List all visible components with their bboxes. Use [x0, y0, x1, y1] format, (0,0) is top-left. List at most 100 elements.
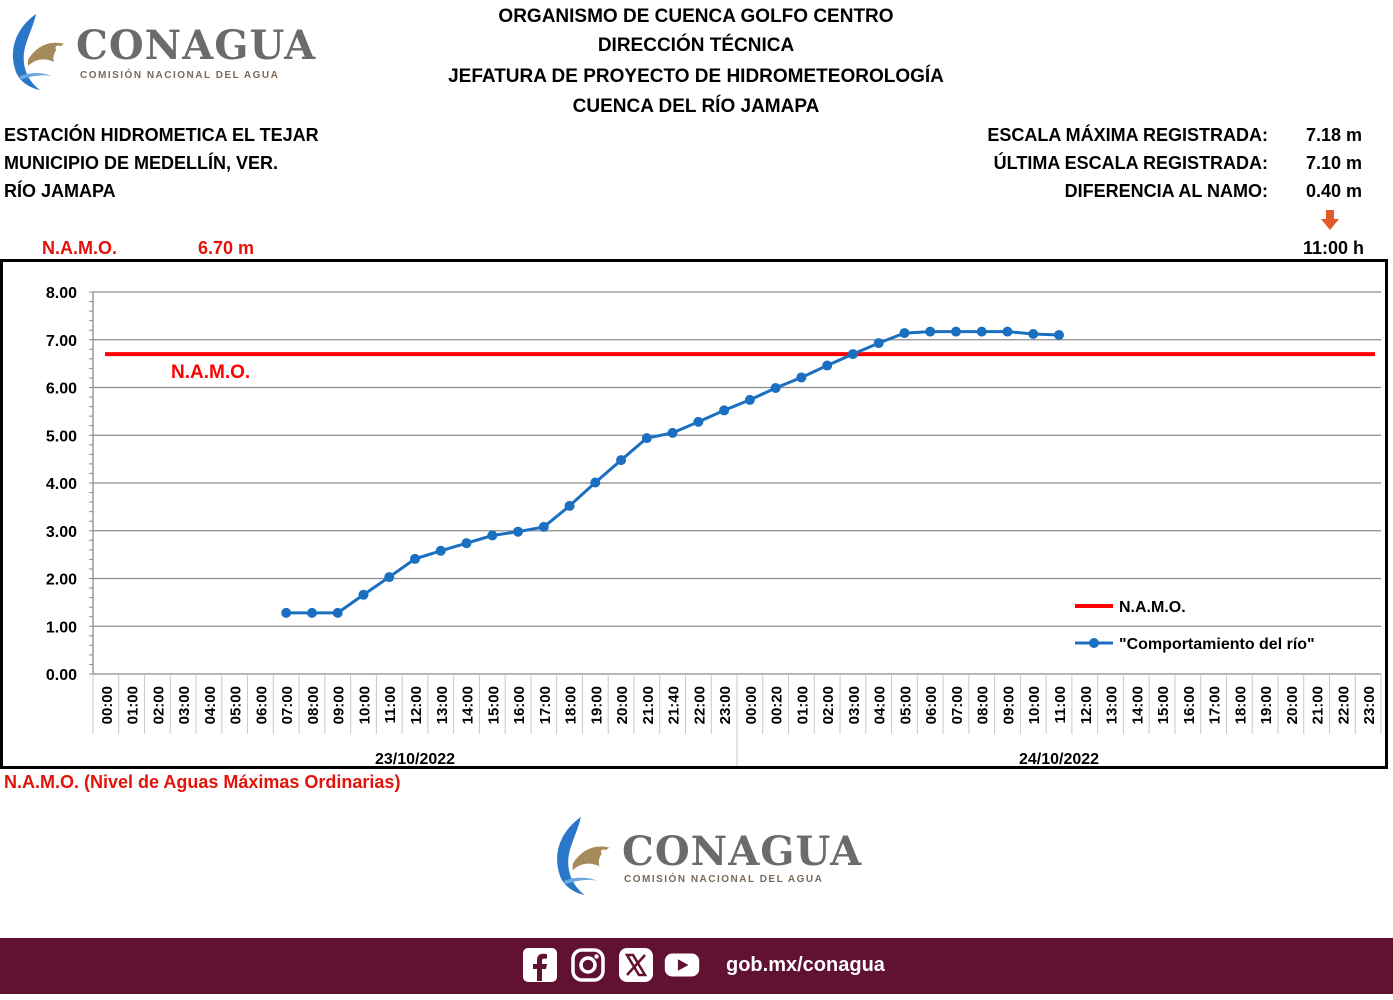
- x-tick-label: 01:00: [125, 686, 142, 724]
- x-tick-label: 03:00: [176, 686, 193, 724]
- river-data-point: [487, 530, 498, 541]
- river-data-point: [719, 405, 730, 416]
- station-name: ESTACIÓN HIDROMETICA EL TEJAR: [4, 125, 319, 145]
- x-tick-label: 00:20: [769, 686, 786, 724]
- namo-diff-value: 0.40 m: [1305, 181, 1362, 201]
- river-data-point: [976, 326, 987, 337]
- x-tick-label: 13:00: [434, 686, 451, 724]
- river-data-point: [899, 328, 910, 339]
- last-scale-label: ÚLTIMA ESCALA REGISTRADA:: [993, 153, 1268, 173]
- river-data-point: [513, 526, 524, 537]
- y-tick-label: 3.00: [46, 524, 77, 541]
- namo-diff-label: DIFERENCIA AL NAMO:: [1064, 181, 1268, 201]
- x-tick-label: 14:00: [1129, 686, 1146, 724]
- x-tick-label: 23:00: [717, 686, 734, 724]
- x-tick-label: 10:00: [1026, 686, 1043, 724]
- max-scale-value: 7.18 m: [1305, 125, 1362, 145]
- x-tick-label: 06:00: [253, 686, 270, 724]
- x-icon[interactable]: [618, 947, 654, 983]
- youtube-icon[interactable]: [664, 947, 700, 983]
- x-tick-label: 16:00: [1181, 686, 1198, 724]
- x-tick-label: 10:00: [356, 686, 373, 724]
- x-tick-label: 22:00: [1335, 686, 1352, 724]
- x-tick-label: 03:00: [846, 686, 863, 724]
- x-tick-label: 17:00: [537, 686, 554, 724]
- logo-wordmark: CONAGUA: [622, 828, 863, 875]
- x-tick-label: 19:00: [1258, 686, 1275, 724]
- river-series-line: [286, 330, 1060, 615]
- x-tick-label: 17:00: [1207, 686, 1224, 724]
- y-tick-label: 6.00: [46, 381, 77, 398]
- river-data-point: [822, 360, 833, 371]
- legend-namo-label: N.A.M.O.: [1119, 599, 1186, 616]
- x-tick-label: 05:00: [897, 686, 914, 724]
- river-data-point: [1054, 329, 1064, 340]
- y-tick-label: 8.00: [46, 285, 77, 302]
- x-tick-label: 21:40: [666, 686, 683, 724]
- river-data-point: [358, 589, 369, 600]
- river-data-point: [564, 500, 575, 511]
- x-tick-label: 09:00: [1000, 686, 1017, 724]
- footer-url[interactable]: gob.mx/conagua: [726, 954, 885, 976]
- river-data-point: [847, 349, 858, 360]
- namo-value: 6.70 m: [198, 238, 255, 258]
- header-line-3: JEFATURA DE PROYECTO DE HIDROMETEOROLOGÍ…: [448, 66, 944, 87]
- eagle-icon: [557, 816, 610, 896]
- river-data-point: [1002, 326, 1013, 337]
- x-tick-label: 23:00: [1361, 686, 1378, 724]
- arrow-down-icon: [1321, 210, 1339, 230]
- namo-annotation: N.A.M.O.: [171, 362, 250, 383]
- x-tick-label: 07:00: [279, 686, 296, 724]
- river-data-point: [332, 607, 343, 618]
- x-tick-label: 18:00: [1232, 686, 1249, 724]
- x-tick-label: 08:00: [305, 686, 322, 724]
- facebook-icon[interactable]: [522, 947, 558, 983]
- max-scale-label: ESCALA MÁXIMA REGISTRADA:: [987, 125, 1268, 145]
- river-data-point: [410, 553, 420, 564]
- y-tick-label: 7.00: [46, 333, 77, 350]
- y-tick-label: 5.00: [46, 428, 77, 445]
- x-tick-label: 22:00: [691, 686, 708, 724]
- logo-wordmark: CONAGUA: [76, 22, 317, 69]
- x-tick-label: 12:00: [408, 686, 425, 724]
- header-line-4: CUENCA DEL RÍO JAMAPA: [572, 96, 820, 117]
- y-tick-label: 4.00: [46, 476, 77, 493]
- chart-frame: 0.00 1.00 2.00 3.00 4.00 5.00 6.00 7.00 8.00 00:0…: [0, 259, 1388, 774]
- footer-bar: gob.mx/conagua: [0, 938, 1393, 994]
- x-tick-label: 09:00: [331, 686, 348, 724]
- x-tick-label: 20:00: [1284, 686, 1301, 724]
- x-tick-label: 08:00: [975, 686, 992, 724]
- x-tick-label: 02:00: [820, 686, 837, 724]
- x-tick-label: 21:00: [640, 686, 657, 724]
- eagle-icon: [12, 14, 64, 90]
- x-tick-label: 20:00: [614, 686, 631, 724]
- x-tick-label: 13:00: [1104, 686, 1121, 724]
- logo-subtitle: COMISIÓN NACIONAL DEL AGUA: [80, 70, 280, 81]
- river-data-point: [461, 538, 472, 549]
- x-tick-label: 01:00: [794, 686, 811, 724]
- instagram-icon[interactable]: [570, 947, 606, 983]
- station-municipality: MUNICIPIO DE MEDELLÍN, VER.: [4, 153, 279, 173]
- x-tick-label: 06:00: [923, 686, 940, 724]
- x-tick-label: 14:00: [460, 686, 477, 724]
- x-tick-label: 15:00: [1155, 686, 1172, 724]
- river-data-point: [538, 521, 549, 532]
- x-tick-label: 00:00: [99, 686, 116, 724]
- river-data-point: [435, 545, 446, 556]
- x-tick-label: 00:00: [743, 686, 760, 724]
- river-data-point: [667, 427, 678, 438]
- header-line-2: DIRECCIÓN TÉCNICA: [597, 35, 795, 56]
- river-data-point: [950, 326, 961, 337]
- legend-river-marker: [1089, 638, 1099, 648]
- x-tick-label: 19:00: [588, 686, 605, 724]
- x-tick-label: 12:00: [1078, 686, 1095, 724]
- x-tick-label: 16:00: [511, 686, 528, 724]
- namo-footnote: N.A.M.O. (Nivel de Aguas Máximas Ordinar…: [4, 772, 401, 792]
- river-data-point: [693, 416, 704, 427]
- x-tick-label: 07:00: [949, 686, 966, 724]
- x-group-label: 23/10/2022: [375, 751, 455, 766]
- river-data-point: [306, 607, 317, 618]
- river-data-point: [616, 455, 627, 466]
- y-tick-label: 2.00: [46, 572, 77, 589]
- river-data-point: [873, 338, 884, 349]
